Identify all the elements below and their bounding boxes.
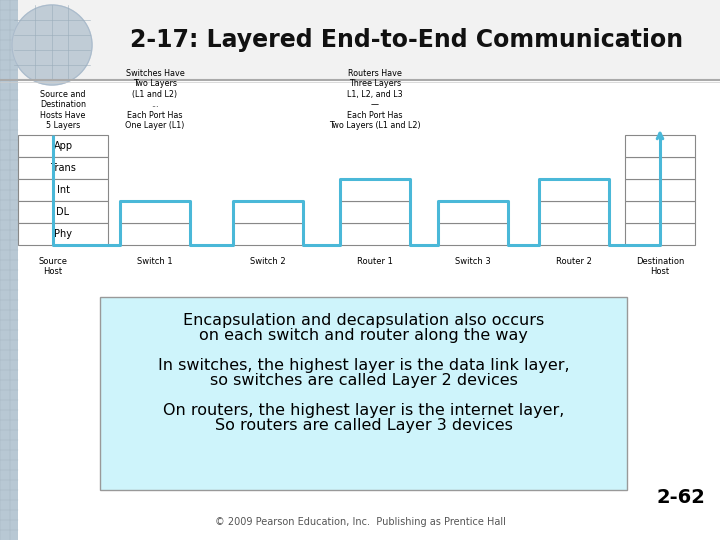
Text: 2-17: Layered End-to-End Communication: 2-17: Layered End-to-End Communication: [130, 28, 683, 52]
Text: © 2009 Pearson Education, Inc.  Publishing as Prentice Hall: © 2009 Pearson Education, Inc. Publishin…: [215, 517, 505, 527]
Text: Routers Have
Three Layers
L1, L2, and L3
—
Each Port Has
Two Layers (L1 and L2): Routers Have Three Layers L1, L2, and L3…: [329, 69, 420, 130]
Text: Switch 3: Switch 3: [455, 257, 491, 266]
Bar: [625, 179, 695, 201]
Text: Switches Have
Two Layers
(L1 and L2)
...
Each Port Has
One Layer (L1): Switches Have Two Layers (L1 and L2) ...…: [125, 69, 185, 130]
Text: so switches are called Layer 2 devices: so switches are called Layer 2 devices: [210, 373, 518, 388]
Bar: [120, 223, 190, 245]
Bar: [120, 201, 190, 223]
Text: Router 2: Router 2: [556, 257, 592, 266]
Text: Switch 1: Switch 1: [138, 257, 173, 266]
Text: Encapsulation and decapsulation also occurs: Encapsulation and decapsulation also occ…: [183, 313, 544, 328]
Bar: [438, 223, 508, 245]
Text: Source
Host: Source Host: [38, 257, 68, 276]
Bar: [18, 157, 108, 179]
Bar: [340, 223, 410, 245]
Text: Switch 2: Switch 2: [250, 257, 286, 266]
Text: DL: DL: [56, 207, 70, 217]
Text: on each switch and router along the way: on each switch and router along the way: [199, 328, 528, 343]
Bar: [539, 201, 609, 223]
Bar: [18, 223, 108, 245]
Bar: [100, 297, 627, 490]
Bar: [340, 179, 410, 201]
Bar: [340, 201, 410, 223]
Bar: [625, 223, 695, 245]
Text: Router 1: Router 1: [357, 257, 393, 266]
Bar: [0, 0, 18, 540]
Bar: [625, 157, 695, 179]
Bar: [18, 179, 108, 201]
Bar: [233, 201, 303, 223]
Text: 2-62: 2-62: [656, 488, 705, 507]
Text: Trans: Trans: [50, 163, 76, 173]
Text: On routers, the highest layer is the internet layer,: On routers, the highest layer is the int…: [163, 403, 564, 418]
Bar: [18, 201, 108, 223]
Bar: [438, 201, 508, 223]
Text: So routers are called Layer 3 devices: So routers are called Layer 3 devices: [215, 418, 513, 433]
Bar: [625, 135, 695, 157]
Text: App: App: [53, 141, 73, 151]
Bar: [233, 223, 303, 245]
Bar: [539, 223, 609, 245]
Text: In switches, the highest layer is the data link layer,: In switches, the highest layer is the da…: [158, 358, 570, 373]
Bar: [539, 179, 609, 201]
Bar: [18, 135, 108, 157]
Bar: [625, 201, 695, 223]
Text: Int: Int: [56, 185, 70, 195]
Text: Phy: Phy: [54, 229, 72, 239]
Circle shape: [12, 5, 92, 85]
Bar: [18, 0, 720, 80]
Text: Destination
Host: Destination Host: [636, 257, 684, 276]
Text: Source and
Destination
Hosts Have
5 Layers: Source and Destination Hosts Have 5 Laye…: [40, 90, 86, 130]
